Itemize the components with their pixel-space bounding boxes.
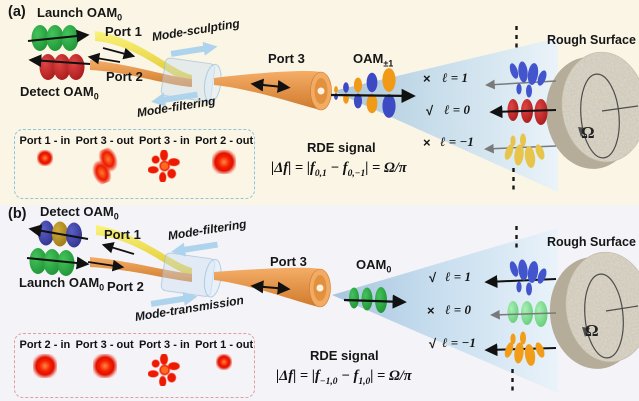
mode-label-lm1-a: ℓ = −1 [440,134,474,149]
beam-profile-image [148,150,181,182]
launch-beam-oam0-a [27,25,90,51]
detect-oam0-label-b: Detect OAM0 [40,204,119,222]
process-arrow-right-a [170,41,218,57]
process-arrow-left-b [171,241,218,257]
mode-mark-l1-a: × [423,71,431,86]
rough-surface-disk-a [545,51,639,169]
port-profile-label: Port 3 - in [139,135,190,147]
beam-profile-image [36,150,53,166]
detect-beam-oam0-b [28,220,89,248]
port-profile-label: Port 3 - out [75,135,134,147]
rde-signal-title-b: RDE signal [310,348,379,363]
fiber-port2-a [87,52,192,87]
mode-converter-cylinder-a [160,57,222,103]
fiber-port3-b [214,267,331,308]
port-profile-b2: Port 3 - out [75,339,135,378]
launch-oam0-label-b: Launch OAM0 [19,275,105,293]
port-profile-b3: Port 3 - in [135,339,195,386]
mode-mark-lm1-b: √ [429,336,437,351]
process-arrow-right-b [150,291,198,307]
port-profile-b4: Port 1 - out [194,339,254,370]
mode-mark-l0-b: × [427,303,435,318]
mode-converter-cylinder-b [160,252,222,298]
rotation-indicator-a [578,73,639,159]
beam-profile-image [148,354,181,386]
port2-label-a: Port 2 [106,69,143,84]
mode-mark-l1-b: √ [429,270,437,285]
rotation-indicator-b [582,273,639,359]
panel-a-tag: (a) [8,4,26,20]
mode-row-l0-b [490,301,557,327]
port-profile-a2: Port 3 - out [75,135,135,187]
ellipsis-dots-bottom-b: ⋮ [504,365,521,394]
mode-label-l1-b: ℓ = 1 [445,269,471,284]
port-profiles-inset-a: Port 1 - in Port 3 - out Port 3 - in Por… [14,129,255,199]
oam-pm1-label-a: OAM±1 [353,51,394,69]
mode-mark-lm1-a: × [423,135,431,150]
mode-label-lm1-b: ℓ = −1 [442,335,476,350]
beam-profile-image [216,354,233,370]
beam-profile-image [32,354,57,378]
port-profile-label: Port 3 - out [75,339,134,351]
expansion-cone-a [333,38,558,192]
port-profile-a1: Port 1 - in [15,135,75,166]
oam-0-label-b: OAM0 [356,257,392,275]
port-profile-label: Port 3 - in [139,339,190,351]
mode-row-lm1-a [484,133,557,168]
mode-row-l1-a [485,61,557,98]
rough-surface-label-b: Rough Surface [547,235,636,249]
port-profile-label: Port 2 - out [195,135,254,147]
beam-profile-image [83,145,126,187]
rde-signal-title-a: RDE signal [307,140,376,155]
port-profile-a3: Port 3 - in [135,135,195,182]
port-profile-label: Port 2 - in [19,339,71,351]
panel-b-tag: (b) [8,206,27,222]
port2-label-b: Port 2 [107,279,144,294]
mode-label-l0-b: ℓ = 0 [445,302,471,317]
rough-surface-disk-b [549,251,639,369]
port-profiles-inset-b: Port 2 - in Port 3 - out Port 3 - in Por… [14,333,255,398]
rough-surface-label-a: Rough Surface [547,33,636,47]
port-profile-label: Port 1 - out [195,339,254,351]
port-profile-b1: Port 2 - in [15,339,75,378]
mode-label-l0-a: ℓ = 0 [444,102,470,117]
ellipsis-dots-bottom-a: ⋮ [505,164,522,193]
process-arrow-left-a [151,91,198,107]
mode-row-l1-b [484,259,557,296]
fiber-port1-a [95,31,192,83]
fiber-port1-b [96,225,192,276]
fiber-port3-a [214,70,332,111]
port1-label-a: Port 1 [105,24,142,39]
mode-mark-l0-a: √ [426,103,434,118]
rde-formula-a: |Δf| = |f0,1 − f0,−1| = Ω/π [271,160,407,179]
fiber-port2-b [87,257,192,282]
rde-formula-b: |Δf| = |f−1,0 − f1,0| = Ω/π [276,368,412,387]
port-profile-label: Port 1 - in [19,135,71,147]
mode-row-lm1-b [484,331,557,366]
oam-0-beam-b [343,287,407,313]
ellipsis-dots-top-b: ⋮ [508,222,525,251]
port3-label-a: Port 3 [268,51,305,66]
ellipsis-dots-top-a: ⋮ [508,22,525,51]
launch-beam-oam0-b [26,248,90,276]
oam-pm1-beam-a [330,68,416,118]
omega-label-a: Ω [581,123,595,142]
expansion-cone-b [332,228,558,393]
launch-oam0-label-a: Launch OAM0 [37,5,123,23]
mode-row-l0-a [489,99,557,125]
detect-beam-oam0-a [28,54,91,80]
port-profile-a4: Port 2 - out [194,135,254,174]
port3-label-b: Port 3 [270,254,307,269]
port1-label-b: Port 1 [104,227,141,242]
beam-profile-image [92,354,117,378]
omega-label-b: Ω [585,321,599,340]
beam-profile-image [212,150,237,174]
mode-label-l1-a: ℓ = 1 [442,70,468,85]
detect-oam0-label-a: Detect OAM0 [20,84,99,102]
